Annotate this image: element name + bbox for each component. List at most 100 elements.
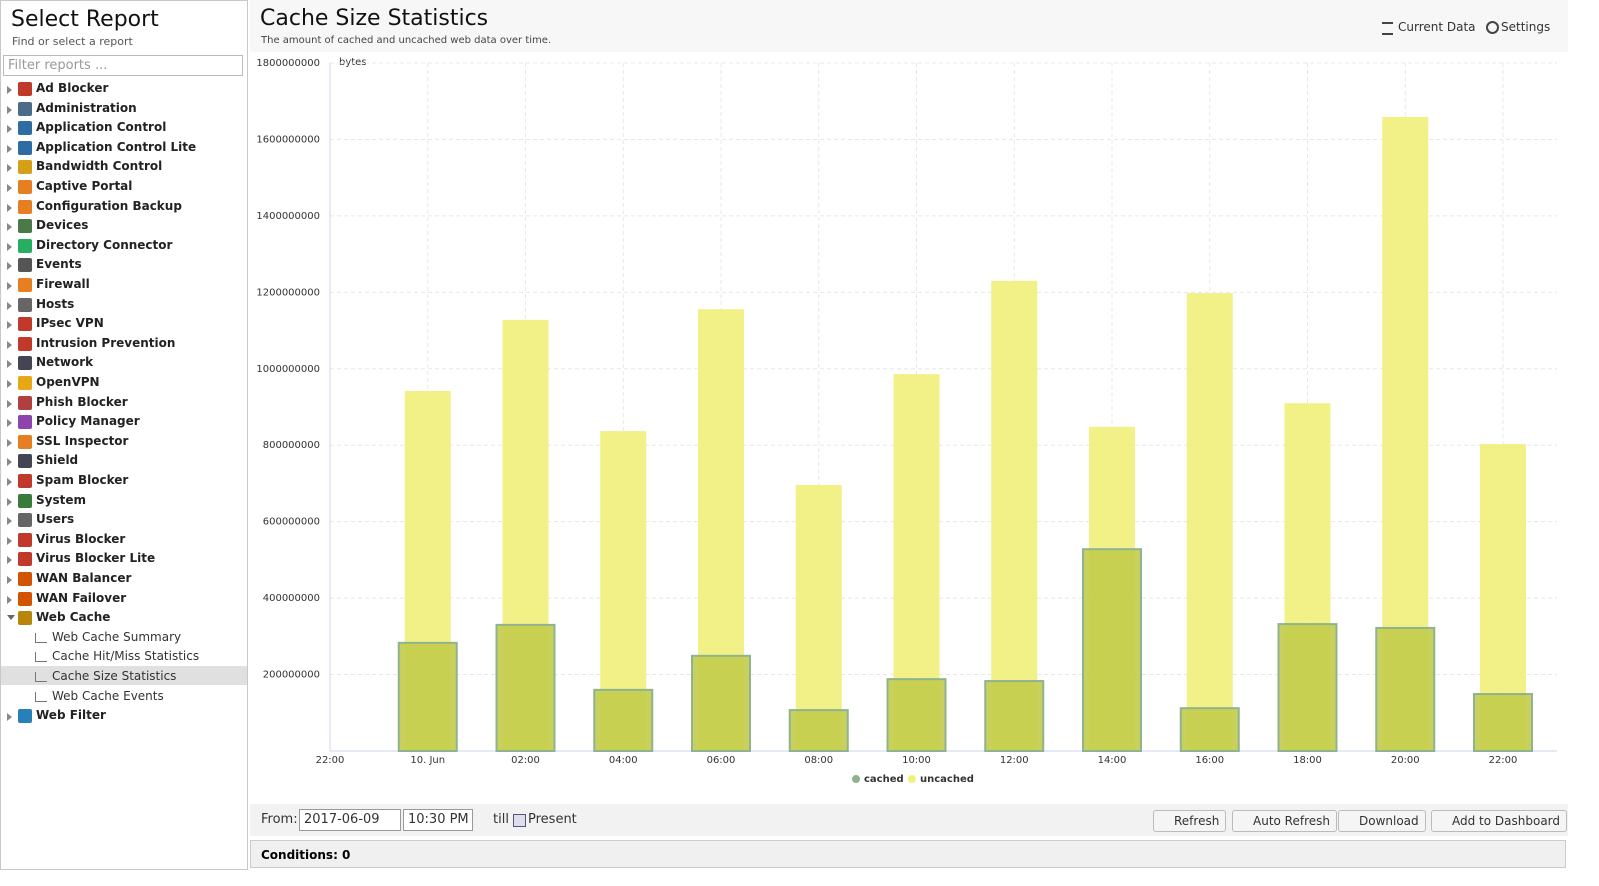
report-category[interactable]: Intrusion Prevention [36, 335, 176, 350]
expander[interactable] [7, 478, 12, 486]
expander[interactable] [7, 262, 12, 271]
report-icon [18, 297, 32, 312]
cached-bar [984, 680, 1045, 753]
expander[interactable] [7, 497, 12, 506]
report-category[interactable]: Phish Blocker [36, 394, 128, 409]
report-icon [18, 219, 32, 234]
report-category[interactable]: Directory Connector [36, 237, 173, 252]
auto-refresh-button[interactable]: Auto Refresh [1232, 810, 1337, 832]
report-category[interactable]: Web Cache [36, 610, 111, 625]
report-item[interactable]: Cache Size Statistics [52, 669, 177, 683]
expander[interactable] [7, 223, 12, 232]
report-category[interactable]: Application Control [36, 120, 167, 135]
legend-marker [908, 775, 916, 783]
expander[interactable] [7, 576, 12, 584]
report-category[interactable]: System [36, 492, 86, 507]
y-tick-label: 800000000 [263, 440, 320, 451]
expander[interactable] [7, 105, 12, 114]
report-item[interactable]: Web Cache Events [52, 688, 164, 703]
report-category[interactable]: SSL Inspector [36, 433, 129, 448]
expander[interactable] [7, 164, 12, 173]
expander[interactable] [7, 536, 12, 545]
report-category[interactable]: Policy Manager [36, 414, 140, 429]
report-category[interactable]: Virus Blocker [36, 531, 126, 546]
expander[interactable] [7, 556, 12, 565]
x-tick-label: 10. Jun [410, 755, 445, 766]
report-icon [18, 238, 32, 253]
report-category[interactable]: Firewall [36, 277, 90, 291]
report-category[interactable]: Virus Blocker Lite [36, 551, 156, 566]
filter-input[interactable]: Filter reports ... [3, 55, 243, 76]
expander[interactable] [7, 595, 12, 604]
uncached-bar [1186, 293, 1233, 751]
report-icon [18, 454, 32, 469]
report-category[interactable]: Users [36, 512, 75, 527]
report-category[interactable]: Events [36, 257, 82, 272]
report-category[interactable]: Web Filter [36, 708, 106, 723]
expander[interactable] [7, 184, 12, 192]
expander[interactable] [7, 282, 12, 290]
report-category[interactable]: Network [36, 355, 94, 370]
expander[interactable] [7, 360, 12, 369]
report-category[interactable]: Configuration Backup [36, 198, 182, 213]
report-icon [35, 652, 47, 663]
expander[interactable] [7, 713, 12, 722]
report-icon [18, 611, 32, 626]
x-tick-label: 12:00 [1000, 755, 1029, 766]
expander[interactable] [7, 615, 15, 621]
sidebar: Select Report Find or select a report Fi… [0, 0, 248, 870]
y-tick-label: 1400000000 [256, 211, 320, 222]
add-dashboard-button[interactable]: Add to Dashboard [1431, 810, 1568, 832]
present-checkbox[interactable] [513, 814, 526, 827]
expander[interactable] [7, 340, 12, 349]
cached-bar [1375, 626, 1436, 752]
refresh-button[interactable]: Refresh [1153, 810, 1227, 832]
current-data-button[interactable]: Current Data [1398, 20, 1476, 34]
report-item[interactable]: Cache Hit/Miss Statistics [52, 649, 200, 664]
report-icon [18, 278, 32, 292]
expander[interactable] [7, 458, 12, 467]
report-category[interactable]: Captive Portal [36, 179, 133, 193]
report-category[interactable]: Application Control Lite [36, 139, 197, 154]
report-icon [18, 513, 32, 528]
x-tick-label: 22:00 [316, 755, 345, 766]
report-icon [18, 140, 32, 155]
expander[interactable] [7, 517, 12, 526]
expander[interactable] [7, 380, 12, 388]
legend-label: cached [864, 774, 904, 785]
chart: bytes 2000000004000000006000000008000000… [250, 52, 1568, 804]
report-category[interactable]: Shield [36, 453, 79, 468]
report-category[interactable]: OpenVPN [36, 375, 100, 389]
download-button[interactable]: Download [1338, 810, 1426, 832]
expander[interactable] [7, 86, 12, 94]
present-label: Present [528, 812, 577, 827]
report-category[interactable]: WAN Failover [36, 590, 127, 605]
report-category[interactable]: Spam Blocker [36, 473, 129, 487]
expander[interactable] [7, 242, 12, 251]
expander[interactable] [7, 301, 12, 310]
settings-button[interactable]: Settings [1501, 20, 1551, 34]
report-icon [18, 395, 32, 410]
report-category[interactable]: WAN Balancer [36, 571, 132, 585]
expander[interactable] [7, 203, 12, 212]
expander[interactable] [7, 438, 12, 447]
expander[interactable] [7, 419, 12, 428]
expander[interactable] [7, 144, 12, 153]
time-input[interactable]: 10:30 PM [403, 809, 473, 831]
report-category[interactable]: Administration [36, 100, 137, 115]
expander[interactable] [7, 321, 12, 330]
uncached-bar [795, 484, 842, 751]
report-category[interactable]: Bandwidth Control [36, 159, 163, 174]
report-category[interactable]: Ad Blocker [36, 81, 109, 95]
report-icon [18, 552, 32, 567]
date-input[interactable]: 2017-06-09 [299, 809, 401, 831]
report-category[interactable]: IPsec VPN [36, 316, 104, 331]
report-subtitle: The amount of cached and uncached web da… [261, 35, 552, 46]
report-category[interactable]: Devices [36, 218, 89, 233]
expander[interactable] [7, 125, 12, 134]
cached-bar [691, 654, 751, 752]
report-item[interactable]: Web Cache Summary [52, 629, 182, 644]
report-icon [18, 376, 32, 390]
expander[interactable] [7, 399, 12, 408]
report-category[interactable]: Hosts [36, 296, 75, 311]
